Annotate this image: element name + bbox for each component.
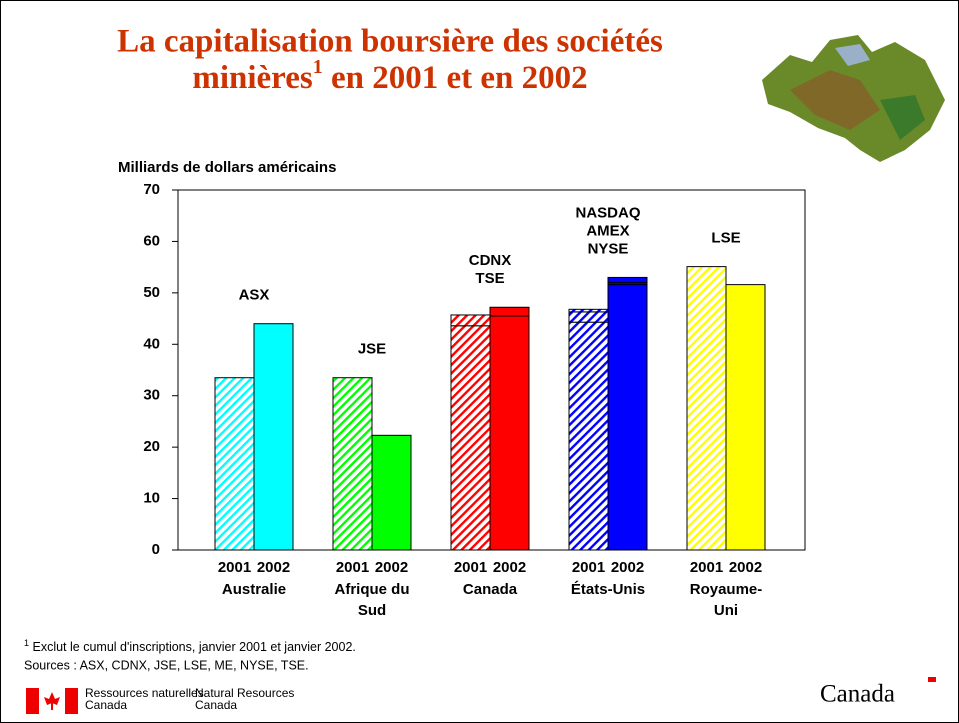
bar-segment [489,306,530,317]
exchange-label: LSE [711,230,740,247]
group-label: Uni [714,602,738,619]
exchange-label: NASDAQ [575,204,640,221]
exchange-label: JSE [358,341,386,358]
wordmark: Canada [820,681,895,708]
x-tick-label: 2001 [690,559,723,576]
canada-flag [26,688,78,714]
title-sup: 1 [313,56,323,78]
bar-segment [607,284,648,551]
group-label: Royaume- [690,581,763,598]
bar-segment [568,311,609,323]
x-tick-label: 2001 [336,559,369,576]
y-tick-label: 0 [152,541,160,558]
group-label: Afrique du [335,581,410,598]
y-tick-label: 30 [143,387,160,404]
bar-segment [489,315,530,551]
fip-en: Natural Resources [195,686,294,700]
exchange-label: ASX [239,287,270,304]
exchange-label: AMEX [586,222,629,239]
fip-fr: Canada [85,698,127,712]
fip-fr: Ressources naturelles [85,686,204,700]
bar-segment [214,377,255,551]
x-tick-label: 2002 [611,559,644,576]
x-tick-label: 2002 [729,559,762,576]
footnote-sup: 1 [24,638,29,648]
y-axis-label: Milliards de dollars américains [118,159,336,176]
fip-en: Canada [195,698,237,712]
wordmark-flag [928,677,936,682]
group-label: États-Unis [571,581,645,598]
bar-segment [450,325,491,551]
y-tick-label: 60 [143,232,160,249]
bar-segment [450,314,491,327]
sources: Sources : ASX, CDNX, JSE, LSE, ME, NYSE,… [24,658,309,672]
x-tick-label: 2002 [493,559,526,576]
x-tick-label: 2001 [218,559,251,576]
title-line-1: La capitalisation boursière des sociétés [117,24,663,60]
title-part: minières [192,60,313,96]
x-tick-label: 2002 [375,559,408,576]
bar-segment [253,323,294,551]
exchange-label: TSE [475,270,504,287]
bar-segment [332,377,373,551]
exchange-label: CDNX [469,252,512,269]
map-icon [762,35,945,162]
y-tick-label: 50 [143,284,160,301]
bar-segment [686,266,727,551]
group-label: Australie [222,581,286,598]
y-tick-label: 40 [143,335,160,352]
footnote-text: Exclut le cumul d'inscriptions, janvier … [29,640,356,654]
x-tick-label: 2001 [454,559,487,576]
y-tick-label: 10 [143,490,160,507]
exchange-label: NYSE [588,240,629,257]
y-tick-label: 20 [143,438,160,455]
footnote: 1 Exclut le cumul d'inscriptions, janvie… [24,638,356,654]
bar-segment [568,321,609,551]
bar-segment [371,434,412,551]
x-tick-label: 2002 [257,559,290,576]
x-tick-label: 2001 [572,559,605,576]
y-tick-label: 70 [143,181,160,198]
bar-segment [568,308,609,313]
title-part: en 2001 et en 2002 [323,60,588,96]
group-label: Canada [463,581,518,598]
title-line-2: minières1 en 2001 et en 2002 [192,56,587,96]
bar-segment [607,276,648,284]
bar-segment [725,284,766,551]
group-label: Sud [358,602,386,619]
